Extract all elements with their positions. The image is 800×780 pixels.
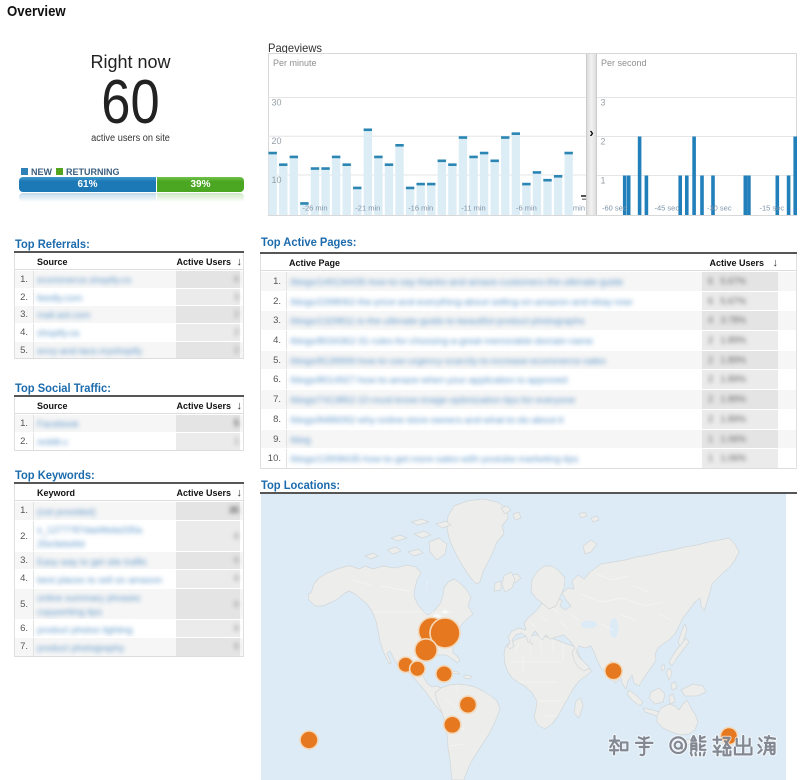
svg-text:1: 1 bbox=[601, 176, 606, 186]
svg-text:20: 20 bbox=[272, 136, 282, 146]
svg-text:3: 3 bbox=[601, 98, 606, 108]
svg-text:-45 sec: -45 sec bbox=[655, 204, 680, 213]
svg-text:min: min bbox=[573, 204, 585, 213]
svg-text:-11 min: -11 min bbox=[461, 204, 485, 213]
svg-text:-30 sec: -30 sec bbox=[707, 204, 732, 213]
svg-text:-60 sec: -60 sec bbox=[602, 204, 627, 213]
svg-text:-6 min: -6 min bbox=[516, 204, 537, 213]
svg-text:-21 min: -21 min bbox=[355, 204, 380, 213]
svg-text:30: 30 bbox=[272, 98, 282, 108]
svg-text:10: 10 bbox=[272, 175, 282, 185]
svg-text:-16 min: -16 min bbox=[408, 204, 433, 213]
svg-text:-15 sec: -15 sec bbox=[760, 204, 785, 213]
svg-text:2: 2 bbox=[601, 137, 606, 147]
svg-text:-26 min: -26 min bbox=[302, 204, 327, 213]
